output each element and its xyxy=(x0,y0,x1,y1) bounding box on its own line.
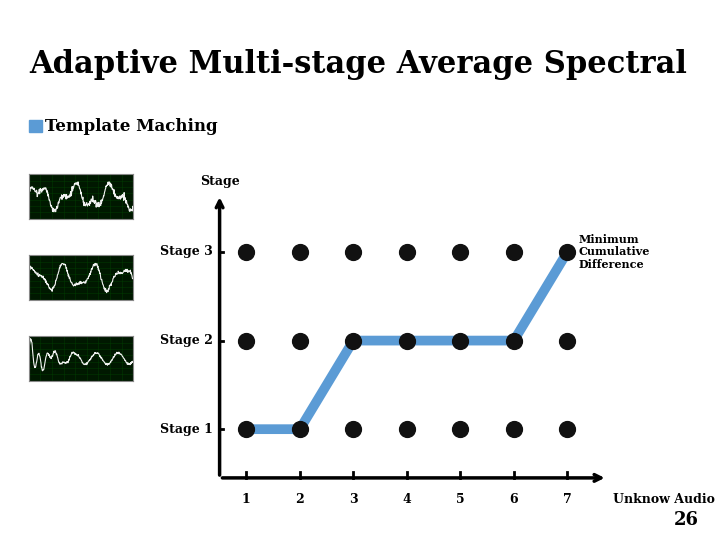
Text: 3: 3 xyxy=(349,493,358,506)
Text: 7: 7 xyxy=(563,493,572,506)
Text: 26: 26 xyxy=(673,511,698,529)
Point xyxy=(508,425,520,434)
Point xyxy=(348,336,359,345)
Point xyxy=(454,248,466,256)
Text: Stage 3: Stage 3 xyxy=(161,246,213,259)
Point xyxy=(562,336,573,345)
Point xyxy=(508,248,520,256)
Point xyxy=(401,425,413,434)
Text: Stage 1: Stage 1 xyxy=(161,423,213,436)
Point xyxy=(348,248,359,256)
Point xyxy=(294,425,305,434)
Point xyxy=(240,425,252,434)
Point xyxy=(508,336,520,345)
Text: 4: 4 xyxy=(402,493,411,506)
Point xyxy=(240,248,252,256)
Point xyxy=(348,425,359,434)
Text: Stage 2: Stage 2 xyxy=(161,334,213,347)
Point xyxy=(294,336,305,345)
Point xyxy=(562,425,573,434)
Text: Minimum
Cumulative
Difference: Minimum Cumulative Difference xyxy=(578,234,649,271)
Text: Unknow Audio: Unknow Audio xyxy=(613,493,715,506)
Point xyxy=(401,336,413,345)
Text: Adaptive Multi-stage Average Spectral: Adaptive Multi-stage Average Spectral xyxy=(29,49,687,79)
Text: 1: 1 xyxy=(242,493,251,506)
Text: 6: 6 xyxy=(510,493,518,506)
Point xyxy=(240,336,252,345)
Point xyxy=(294,248,305,256)
Point xyxy=(454,425,466,434)
Text: Stage: Stage xyxy=(199,175,240,188)
Point xyxy=(454,336,466,345)
Text: 5: 5 xyxy=(456,493,464,506)
Text: Template Maching: Template Maching xyxy=(45,118,217,135)
Text: 2: 2 xyxy=(295,493,305,506)
Point xyxy=(562,248,573,256)
Point xyxy=(401,248,413,256)
